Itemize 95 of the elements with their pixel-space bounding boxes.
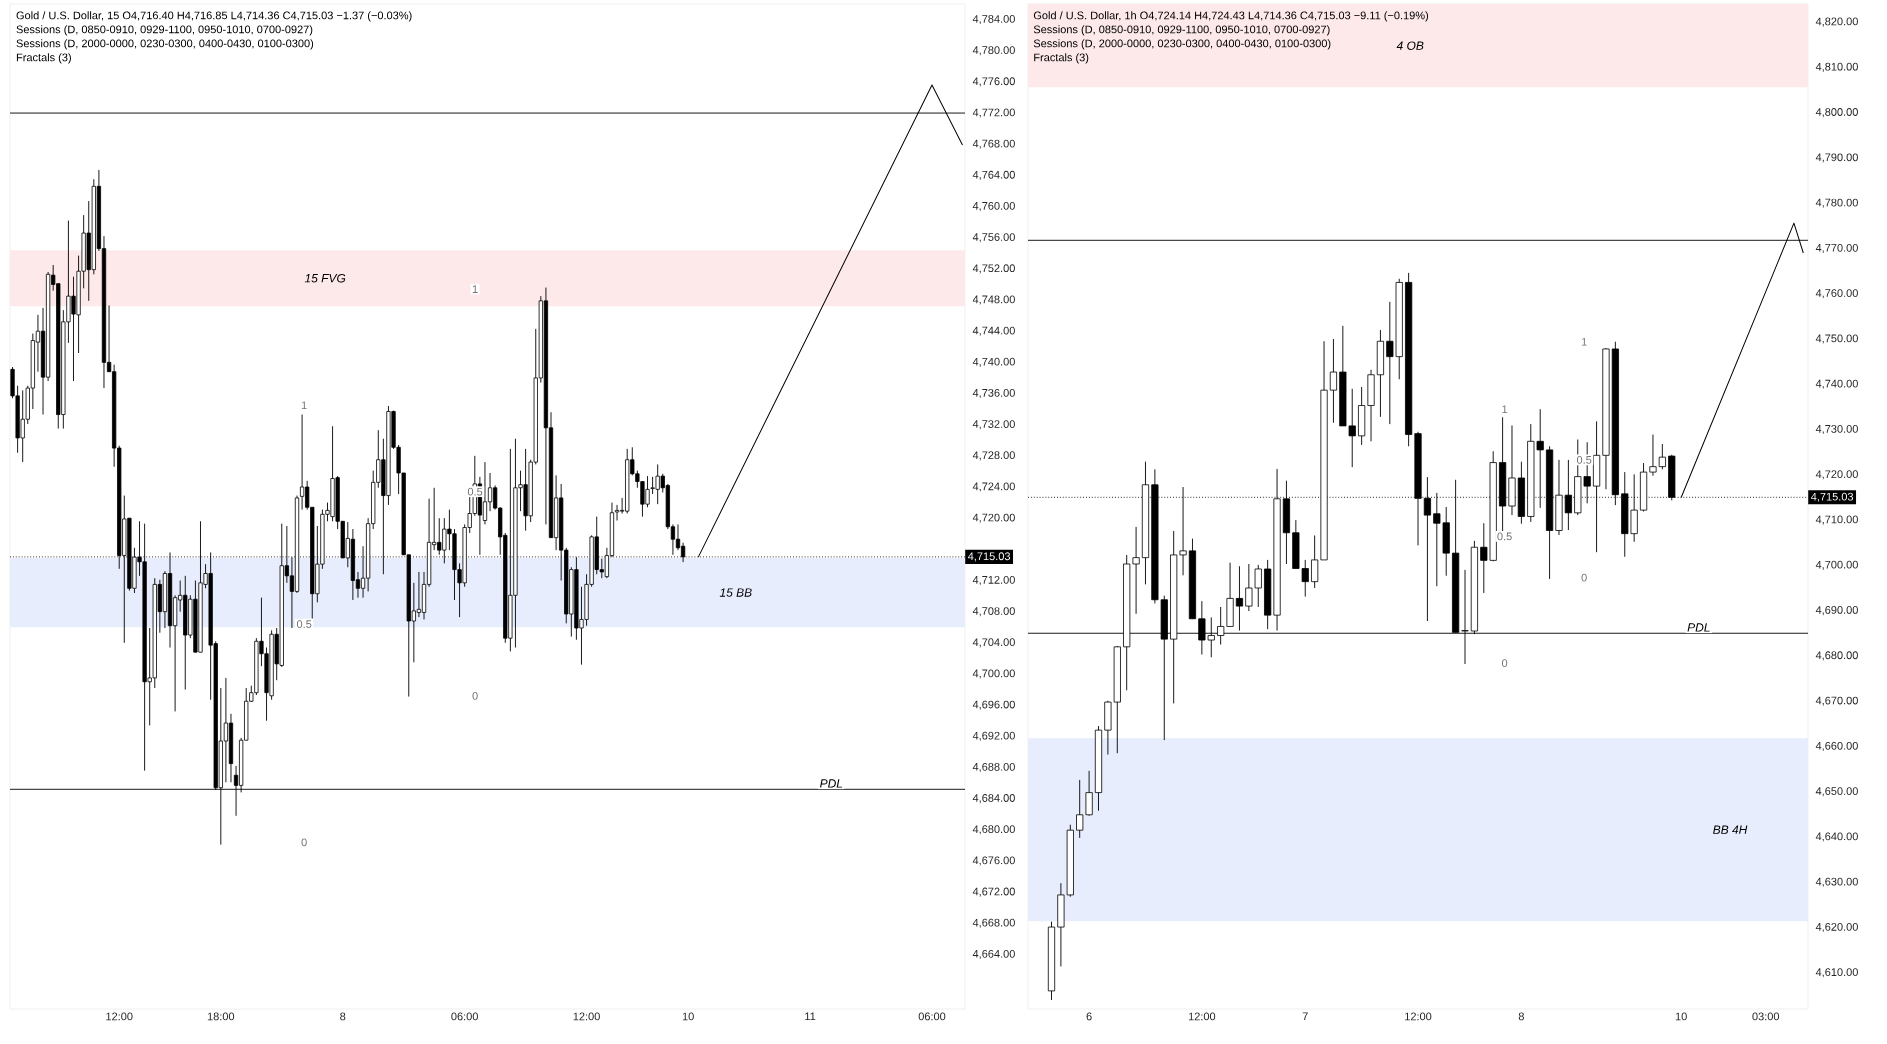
y-tick-label: 4,676.00 xyxy=(972,856,1015,866)
y-tick-label: 4,800.00 xyxy=(1815,108,1858,118)
text: Sessions (D, 0850-0910, 0929-1100, 0950-1010, 0700-0927) xyxy=(1033,25,1330,36)
y-tick-label: 4,770.00 xyxy=(1815,243,1858,253)
annotation: 0.5 xyxy=(1497,532,1512,541)
text: Gold / U.S. Dollar, 1h O4,724.14 H4,724.43 L4,714.36 C4,715.03 −9.11 (−0.19%) xyxy=(1033,11,1429,22)
y-tick-label: 4,610.00 xyxy=(1815,968,1858,978)
ref-line-label: 4,715.03 xyxy=(1810,492,1854,502)
y-tick-label: 4,700.00 xyxy=(972,669,1015,679)
annotation: 0.5 xyxy=(1576,455,1592,464)
band-label: 15 BB xyxy=(719,588,752,597)
annotation: 0 xyxy=(472,691,478,700)
x-tick-label: 12:00 xyxy=(573,1012,600,1021)
y-tick-label: 4,708.00 xyxy=(972,607,1015,617)
y-tick-label: 4,650.00 xyxy=(1815,787,1858,797)
text: Sessions (D, 0850-0910, 0929-1100, 0950-1010, 0700-0927) xyxy=(16,25,313,36)
annotation: 1 xyxy=(1502,405,1508,413)
y-tick-label: 4,640.00 xyxy=(1815,832,1858,842)
x-tick-label: 12:00 xyxy=(106,1012,133,1021)
y-tick-label: 4,684.00 xyxy=(972,794,1015,804)
y-tick-label: 4,724.00 xyxy=(972,482,1015,492)
y-tick-label: 4,740.00 xyxy=(1815,379,1858,389)
y-tick-label: 4,780.00 xyxy=(1815,198,1858,208)
annotation: 1 xyxy=(472,285,478,293)
annotation: 0 xyxy=(1581,573,1587,582)
ref-line-label: PDL xyxy=(820,779,843,788)
y-tick-label: 4,752.00 xyxy=(972,264,1015,274)
y-tick-label: 4,660.00 xyxy=(1815,741,1858,751)
annotation: 0.5 xyxy=(467,487,483,496)
y-tick-label: 4,780.00 xyxy=(972,46,1015,56)
y-tick-label: 4,680.00 xyxy=(972,825,1015,835)
y-tick-label: 4,744.00 xyxy=(972,326,1015,336)
ref-line-label: PDL xyxy=(1687,623,1710,632)
annotation: Sessions (D, 2000-0000, 0230-0300, 0400-0430, 0100-0300) xyxy=(1033,39,1331,50)
x-tick-label: 03:00 xyxy=(1752,1012,1780,1021)
x-tick-label: 06:00 xyxy=(451,1012,478,1021)
y-tick-label: 4,720.00 xyxy=(1815,470,1858,480)
annotation: Fractals (3) xyxy=(1034,53,1089,64)
x-tick-label: 18:00 xyxy=(207,1012,235,1021)
x-tick-label: 06:00 xyxy=(918,1012,946,1021)
y-tick-label: 4,740.00 xyxy=(972,357,1015,367)
y-tick-label: 4,690.00 xyxy=(1815,606,1858,616)
annotation: 0 xyxy=(1501,659,1508,668)
y-tick-label: 4,620.00 xyxy=(1815,922,1858,933)
y-tick-label: 4,820.00 xyxy=(1815,17,1858,27)
band-label: 15 FVG xyxy=(304,273,346,283)
y-tick-label: 4,750.00 xyxy=(1815,334,1858,344)
y-tick-label: 4,672.00 xyxy=(972,887,1015,897)
y-tick-label: 4,668.00 xyxy=(972,918,1015,928)
y-tick-label: 4,710.00 xyxy=(1815,515,1858,525)
band-label: 4 OB xyxy=(1396,41,1424,50)
y-tick-label: 4,688.00 xyxy=(972,762,1015,773)
y-tick-label: 4,756.00 xyxy=(972,233,1015,243)
y-tick-label: 4,664.00 xyxy=(972,949,1015,960)
text: Gold / U.S. Dollar, 15 O4,716.40 H4,716.85 L4,714.36 C4,715.03 −1.37 (−0.03%) xyxy=(16,11,412,22)
y-tick-label: 4,696.00 xyxy=(972,700,1015,710)
band-label: BB 4H xyxy=(1713,825,1748,834)
x-tick-label: 8 xyxy=(340,1012,346,1021)
x-tick-label: 12:00 xyxy=(1405,1012,1432,1021)
y-tick-label: 4,680.00 xyxy=(1815,651,1858,661)
y-tick-label: 4,784.00 xyxy=(972,15,1015,25)
y-tick-label: 4,748.00 xyxy=(972,295,1015,305)
y-tick-label: 4,700.00 xyxy=(1815,560,1858,570)
y-tick-label: 4,776.00 xyxy=(972,77,1015,87)
y-tick-label: 4,732.00 xyxy=(972,420,1015,430)
x-tick-label: 10 xyxy=(682,1012,694,1021)
y-tick-label: 4,692.00 xyxy=(972,731,1015,741)
y-tick-label: 4,790.00 xyxy=(1815,153,1858,163)
y-tick-label: 4,772.00 xyxy=(972,108,1015,118)
annotation: 1 xyxy=(301,401,307,409)
y-tick-label: 4,760.00 xyxy=(972,202,1015,212)
y-tick-label: 4,704.00 xyxy=(972,638,1015,648)
annotation: 0 xyxy=(301,838,307,847)
y-tick-label: 4,768.00 xyxy=(972,139,1015,149)
x-tick-label: 12:00 xyxy=(1188,1012,1216,1021)
annotation: 0.5 xyxy=(296,620,312,629)
y-tick-label: 4,760.00 xyxy=(1815,289,1858,299)
x-tick-label: 10 xyxy=(1675,1012,1687,1021)
annotation: 1 xyxy=(1581,337,1587,346)
y-tick-label: 4,712.00 xyxy=(972,575,1015,586)
y-tick-label: 4,670.00 xyxy=(1815,696,1858,706)
x-tick-label: 11 xyxy=(805,1012,816,1021)
y-tick-label: 4,810.00 xyxy=(1815,62,1858,72)
y-tick-label: 4,730.00 xyxy=(1815,425,1858,435)
x-tick-label: 8 xyxy=(1518,1012,1524,1021)
annotation: Sessions (D, 2000-0000, 0230-0300, 0400-0430, 0100-0300) xyxy=(16,39,314,50)
annotation: Fractals (3) xyxy=(16,53,71,64)
x-tick-label: 6 xyxy=(1086,1012,1092,1021)
y-tick-label: 4,728.00 xyxy=(972,451,1015,461)
ref-line-label: 4,715.03 xyxy=(967,552,1011,562)
y-tick-label: 4,720.00 xyxy=(972,513,1015,523)
x-tick-label: 7 xyxy=(1302,1012,1308,1021)
y-tick-label: 4,736.00 xyxy=(972,388,1015,399)
y-tick-label: 4,764.00 xyxy=(972,170,1015,180)
y-tick-label: 4,630.00 xyxy=(1815,877,1858,887)
